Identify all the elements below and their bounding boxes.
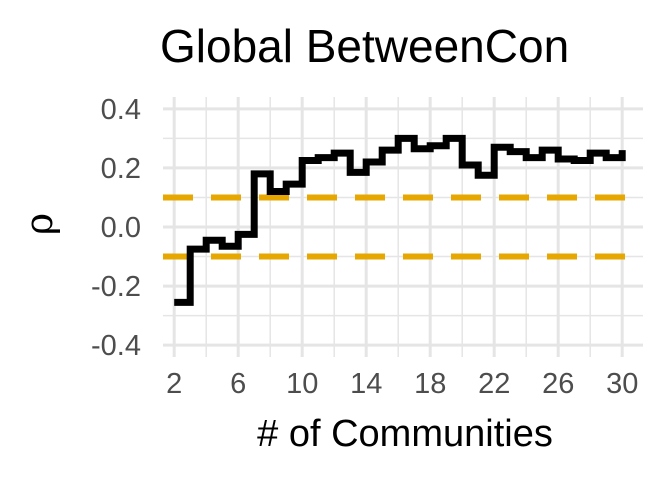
y-tick-label: -0.4 — [91, 330, 141, 362]
reference-lines — [163, 194, 643, 260]
y-tick-label: 0.4 — [101, 94, 141, 126]
series-line — [174, 134, 626, 306]
x-tick-label: 18 — [414, 368, 446, 400]
x-tick-label: 30 — [606, 368, 638, 400]
x-tick-labels: 2 6 10 14 18 22 26 30 — [166, 368, 638, 400]
x-tick-label: 22 — [478, 368, 510, 400]
x-tick-label: 2 — [166, 368, 182, 400]
x-axis-title: # of Communities — [257, 413, 553, 455]
grid — [163, 97, 643, 357]
x-tick-label: 6 — [230, 368, 246, 400]
x-tick-label: 10 — [286, 368, 318, 400]
x-tick-label: 14 — [350, 368, 382, 400]
y-tick-labels: -0.4 -0.2 0.0 0.2 0.4 — [91, 94, 141, 362]
x-tick-label: 26 — [542, 368, 574, 400]
y-tick-label: 0.0 — [101, 212, 141, 244]
y-tick-label: -0.2 — [91, 271, 141, 303]
chart-title: Global BetweenCon — [160, 20, 569, 72]
y-axis-title: ρ — [17, 213, 61, 235]
y-tick-label: 0.2 — [101, 153, 141, 185]
series-layer — [174, 134, 626, 306]
